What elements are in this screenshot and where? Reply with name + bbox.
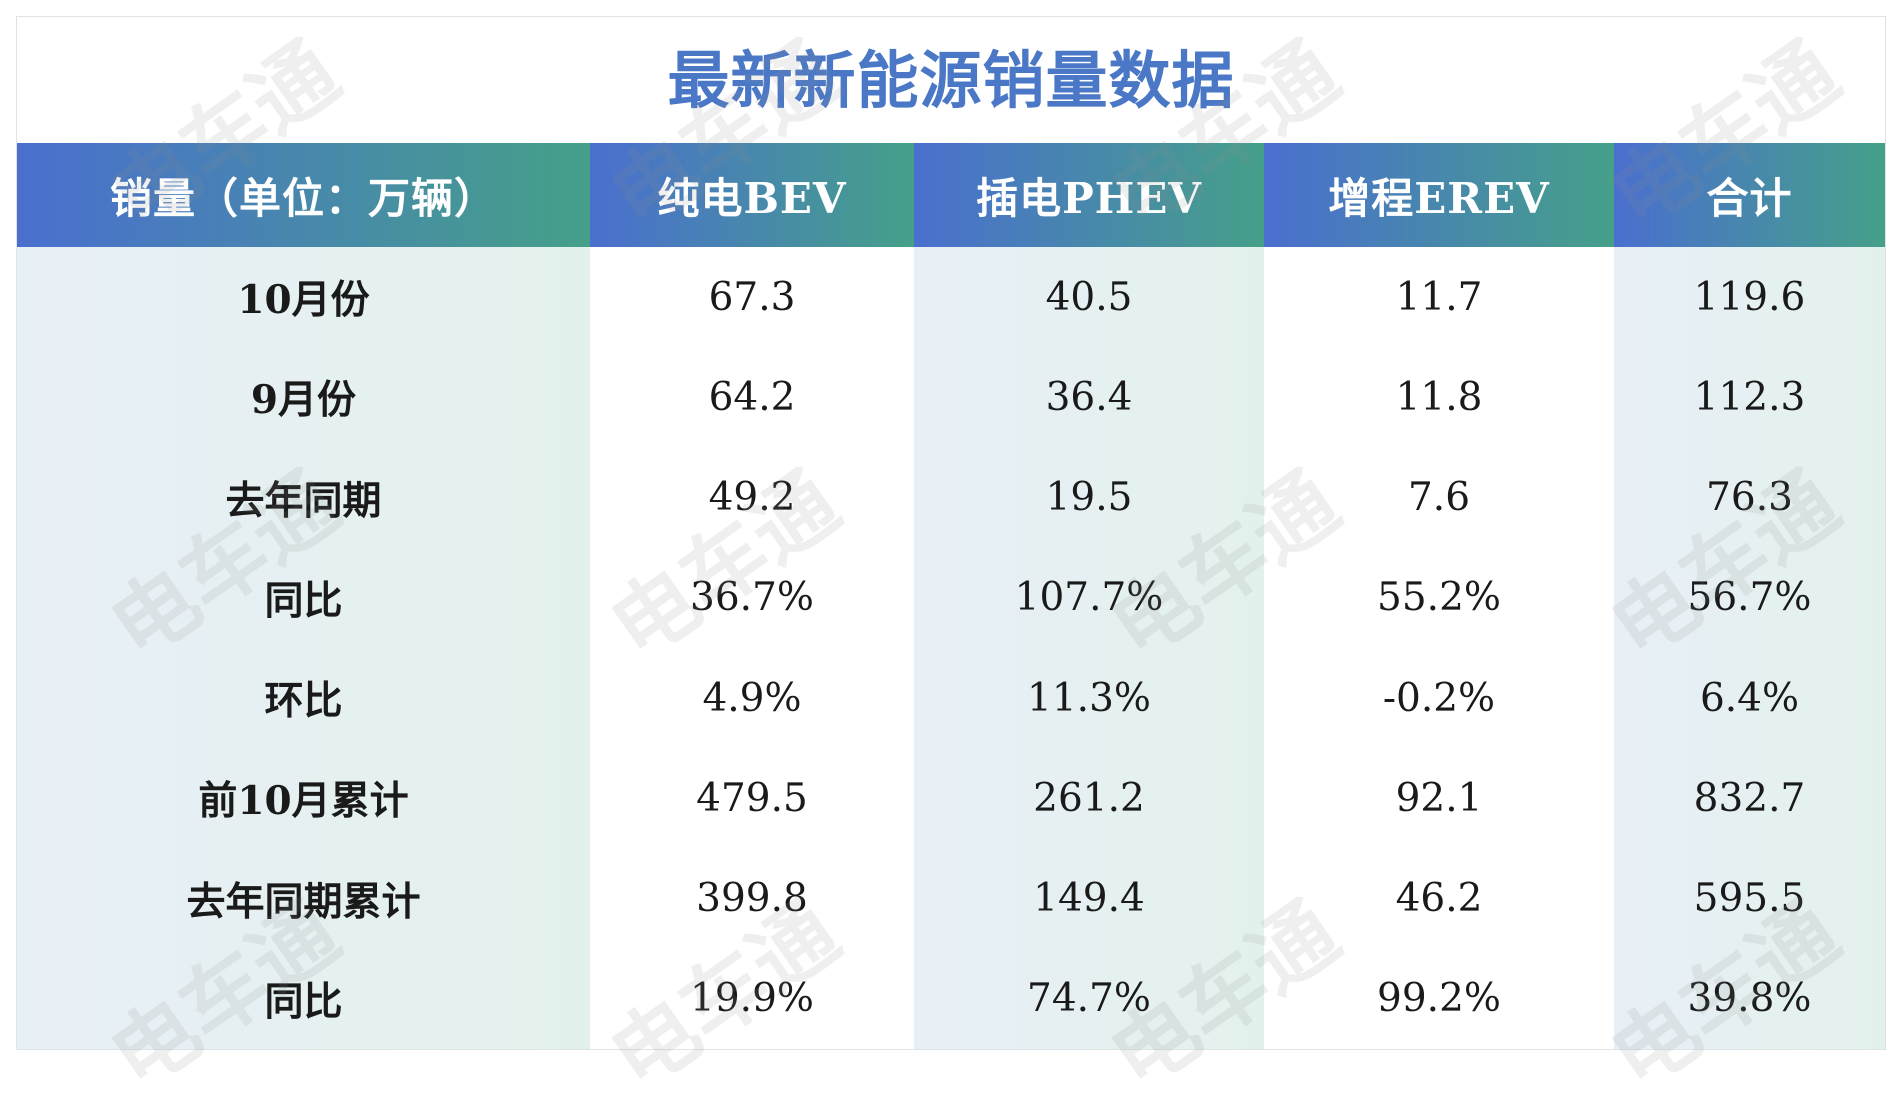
row-label: 同比 (17, 948, 590, 1049)
table-cell: 832.7 (1614, 748, 1885, 849)
sales-table: 销量（单位：万辆） 纯电BEV 插电PHEV 增程EREV 合计 10月份 67… (17, 143, 1885, 1049)
column-header-erev: 增程EREV (1264, 143, 1614, 247)
table-cell: 11.7 (1264, 247, 1614, 348)
table-cell: 40.5 (914, 247, 1264, 348)
table-cell: 479.5 (590, 748, 914, 849)
row-label: 前10月累计 (17, 748, 590, 849)
table-cell: 99.2% (1264, 948, 1614, 1049)
table-cell: 7.6 (1264, 447, 1614, 548)
table-cell: 261.2 (914, 748, 1264, 849)
table-cell: 595.5 (1614, 848, 1885, 949)
table-cell: 92.1 (1264, 748, 1614, 849)
page-title: 最新新能源销量数据 (667, 44, 1235, 117)
row-label: 10月份 (17, 247, 590, 348)
row-label: 去年同期累计 (17, 848, 590, 949)
table-cell: 39.8% (1614, 948, 1885, 1049)
row-label: 去年同期 (17, 447, 590, 548)
table-cell: 49.2 (590, 447, 914, 548)
table-cell: 36.4 (914, 347, 1264, 448)
column-header-phev: 插电PHEV (914, 143, 1264, 247)
table-cell: -0.2% (1264, 648, 1614, 749)
column-header-total: 合计 (1614, 143, 1885, 247)
column-header-bev: 纯电BEV (590, 143, 914, 247)
table-cell: 67.3 (590, 247, 914, 348)
table-cell: 112.3 (1614, 347, 1885, 448)
table-cell: 11.8 (1264, 347, 1614, 448)
table-cell: 19.9% (590, 948, 914, 1049)
table-cell: 76.3 (1614, 447, 1885, 548)
row-label: 同比 (17, 547, 590, 648)
table-cell: 55.2% (1264, 547, 1614, 648)
table-cell: 64.2 (590, 347, 914, 448)
column-header-unit: 销量（单位：万辆） (17, 143, 590, 247)
row-label: 9月份 (17, 347, 590, 448)
table-cell: 19.5 (914, 447, 1264, 548)
table-cell: 56.7% (1614, 547, 1885, 648)
table-cell: 6.4% (1614, 648, 1885, 749)
table-cell: 36.7% (590, 547, 914, 648)
table-cell: 149.4 (914, 848, 1264, 949)
table-cell: 119.6 (1614, 247, 1885, 348)
table-cell: 399.8 (590, 848, 914, 949)
table-cell: 46.2 (1264, 848, 1614, 949)
row-label: 环比 (17, 648, 590, 749)
table-cell: 107.7% (914, 547, 1264, 648)
table-cell: 74.7% (914, 948, 1264, 1049)
table-cell: 4.9% (590, 648, 914, 749)
table-cell: 11.3% (914, 648, 1264, 749)
